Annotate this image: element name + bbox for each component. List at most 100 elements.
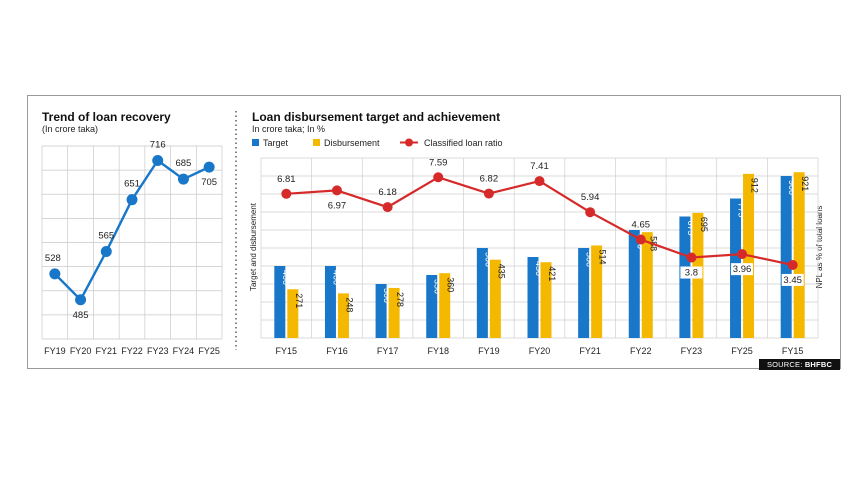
target-bar-label: 450 [534, 261, 544, 276]
target-bar [628, 230, 640, 338]
recovery-x-tick: FY19 [44, 346, 66, 356]
legend-disbursement-swatch [313, 139, 320, 146]
disbursement-x-tick: FY18 [427, 346, 449, 356]
recovery-x-tick: FY25 [198, 346, 220, 356]
ratio-data-label: 5.94 [581, 192, 600, 203]
recovery-data-label: 565 [98, 231, 114, 242]
disbursement-grid [260, 157, 819, 339]
target-bar [324, 266, 336, 338]
disbursement-bar-label: 912 [750, 178, 760, 193]
disbursement-bar [287, 289, 299, 338]
recovery-x-tick: FY23 [147, 346, 169, 356]
recovery-data-label: 485 [73, 310, 89, 321]
disbursement-bar [388, 287, 400, 338]
disbursement-bar-label: 514 [598, 249, 608, 264]
ratio-point [737, 249, 748, 260]
legend-ratio-label: Classified loan ratio [424, 138, 503, 148]
target-bar-label: 350 [433, 279, 443, 294]
target-bar-label: 775 [737, 203, 747, 218]
ratio-label-bg [731, 263, 754, 276]
disbursement-x-tick: FY16 [326, 346, 348, 356]
target-bar [426, 275, 438, 338]
recovery-point [152, 154, 164, 166]
recovery-data-label: 528 [45, 253, 61, 264]
target-bar-label: 400 [331, 270, 341, 285]
disbursement-x-tick: FY23 [681, 346, 703, 356]
recovery-x-tick: FY24 [173, 346, 195, 356]
target-bar-label: 400 [281, 270, 291, 285]
ratio-label-bg [781, 273, 804, 286]
disbursement-bar [439, 273, 451, 338]
ratio-data-label: 6.81 [277, 174, 296, 185]
disbursement-chart-title: Loan disbursement target and achievement [252, 110, 500, 124]
recovery-chart-title: Trend of loan recovery [42, 110, 171, 124]
disbursement-bar [591, 245, 603, 338]
legend-ratio-marker [405, 138, 413, 147]
recovery-point [100, 246, 112, 258]
recovery-point [177, 173, 189, 185]
target-bar-label: 300 [382, 288, 392, 303]
target-bar-label: 500 [483, 252, 493, 267]
disbursement-x-tick: FY15 [276, 346, 298, 356]
target-bar [375, 284, 387, 338]
recovery-data-label: 716 [150, 139, 166, 150]
disbursement-x-tick: FY15 [782, 346, 804, 356]
ratio-point [382, 202, 393, 213]
disbursement-x-tick: FY19 [478, 346, 500, 356]
target-bar [578, 248, 590, 338]
disbursement-x-tick: FY21 [579, 346, 601, 356]
recovery-x-tick: FY21 [96, 346, 118, 356]
recovery-data-label: 685 [175, 158, 191, 169]
recovery-x-tick: FY20 [70, 346, 92, 356]
target-bar [476, 248, 488, 338]
source-prefix: SOURCE: [766, 360, 803, 369]
disbursement-x-tick: FY25 [731, 346, 753, 356]
recovery-data-label: 705 [201, 177, 217, 188]
disbursement-bar-label: 921 [800, 176, 810, 191]
source-name: BHFBC [804, 360, 833, 369]
disbursement-chart-subtitle: In crore taka; In % [252, 124, 325, 134]
recovery-point [49, 268, 61, 280]
ratio-data-label: 3.8 [685, 268, 698, 279]
recovery-point [203, 161, 215, 173]
ratio-point [331, 185, 342, 196]
target-bar-label: 675 [686, 221, 696, 236]
disbursement-bar-label: 695 [699, 217, 709, 232]
disbursement-x-tick: FY17 [377, 346, 399, 356]
disbursement-bar [489, 259, 501, 338]
disbursement-x-tick: FY22 [630, 346, 652, 356]
ratio-point [686, 252, 697, 263]
ratio-data-label: 6.18 [378, 187, 397, 198]
recovery-point [75, 294, 87, 306]
legend-target-label: Target [263, 138, 289, 148]
disbursement-bar-label: 248 [344, 297, 354, 312]
ratio-data-label: 6.82 [480, 174, 499, 185]
disbursement-bar-label: 278 [395, 292, 405, 307]
y2-axis-title: NPL as % of total loans [815, 206, 824, 289]
recovery-line [49, 154, 215, 306]
ratio-data-label: 3.96 [733, 264, 752, 275]
disbursement-bar [540, 262, 552, 338]
recovery-point [126, 194, 138, 206]
disbursement-bar-label: 360 [446, 277, 456, 292]
ratio-point [534, 176, 545, 187]
ratio-data-label: 6.97 [328, 200, 347, 211]
disbursement-x-tick: FY20 [529, 346, 551, 356]
ratio-point [433, 172, 444, 183]
disbursement-bar [641, 232, 653, 338]
recovery-x-tick: FY22 [121, 346, 143, 356]
ratio-point [635, 234, 646, 245]
disbursement-x-ticks: FY15 FY16 FY17 FY18 FY19 FY20 FY21 FY22 FY23 FY25… [276, 346, 804, 356]
ratio-line: 6.81 6.97 6.18 7.59 6.82 7.41 5.94 4.65 3.8 3.96 3… [277, 157, 804, 286]
ratio-point [787, 259, 798, 270]
target-bar-label: 500 [585, 252, 595, 267]
recovery-data-label: 651 [124, 179, 140, 190]
ratio-data-label: 3.45 [783, 275, 802, 286]
recovery-x-ticks: FY19 FY20 FY21 FY22 FY23 FY24 FY25 [44, 346, 220, 356]
target-bar-label: 900 [787, 180, 797, 195]
legend-disbursement-label: Disbursement [324, 138, 380, 148]
ratio-data-label: 4.65 [632, 220, 651, 231]
recovery-chart-subtitle: (In crore taka) [42, 124, 98, 134]
ratio-point [483, 188, 494, 199]
